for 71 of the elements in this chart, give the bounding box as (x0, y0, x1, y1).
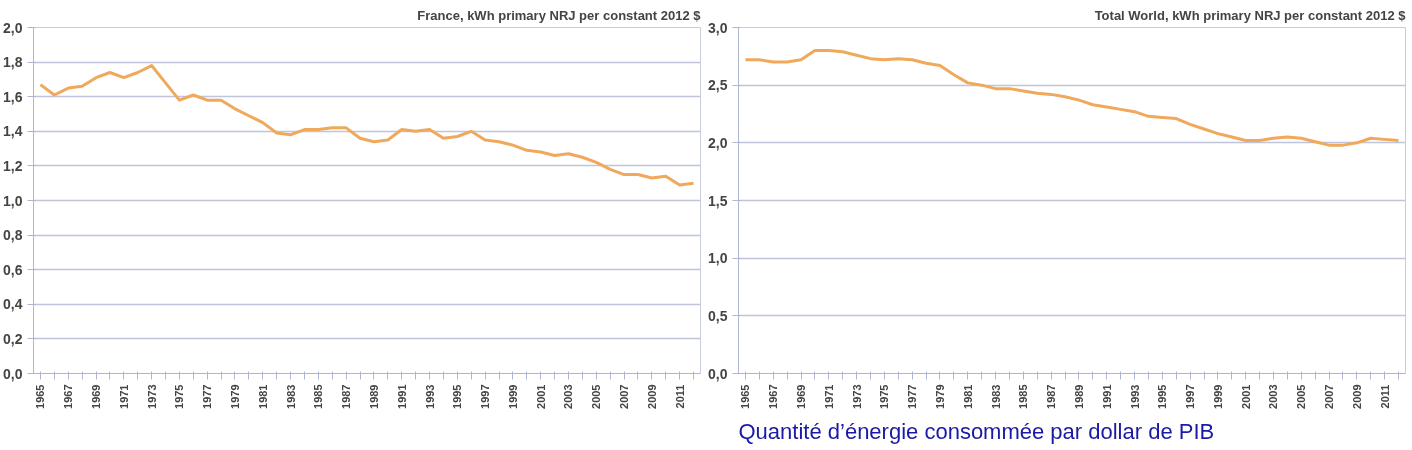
line-series (743, 49, 1401, 147)
y-tick-label: 1,8 (3, 54, 23, 71)
y-tick-label: 2,5 (708, 77, 728, 94)
x-tick-label: 1977 (201, 384, 214, 409)
x-tick-label: 1973 (145, 384, 158, 409)
text: Quantité d’énergie consommée par dollar de PIB (738, 418, 1215, 444)
x-tick-label: 1973 (850, 384, 863, 409)
x-tick-label: 1989 (1072, 384, 1085, 409)
y-tick-label: 3,0 (708, 19, 728, 36)
x-tick-label: 1995 (451, 384, 464, 409)
x-tick-label: 1971 (822, 384, 835, 409)
x-tick-label: 1999 (506, 384, 519, 409)
x-tick-label: 1987 (340, 384, 353, 409)
x-tick-label: 2005 (1295, 384, 1308, 409)
x-tick-label: 1993 (423, 384, 436, 409)
x-tick-label: 2011 (673, 384, 686, 409)
x-tick-label: 1979 (933, 384, 946, 409)
x-tick-label: 1995 (1156, 384, 1169, 409)
x-tick-label: 1975 (878, 384, 891, 409)
y-tick-label: 0,2 (3, 330, 23, 347)
x-tick-label: 1987 (1045, 384, 1058, 409)
x-tick-label: 1965 (739, 384, 752, 409)
x-tick-label: 1991 (1100, 384, 1113, 409)
x-tick-label: 1975 (173, 384, 186, 409)
x-tick-label: 2011 (1378, 384, 1391, 409)
x-tick-label: 1983 (989, 384, 1002, 409)
x-tick-label: 1993 (1128, 384, 1141, 409)
chart-title: Total World, kWh primary NRJ per constant 2012 $ (1094, 7, 1407, 23)
x-tick-label: 2007 (1323, 384, 1336, 409)
x-tick-label: 2009 (1350, 384, 1363, 409)
x-tick-label: 1981 (961, 384, 974, 409)
x-tick-label: 1983 (284, 384, 297, 409)
x-tick-label: 1999 (1211, 384, 1224, 409)
y-tick-label: 1,2 (3, 157, 23, 174)
y-tick-label: 0,8 (3, 227, 23, 244)
y-tick-label: 2,0 (708, 134, 728, 151)
x-tick-label: 1965 (34, 384, 47, 409)
x-tick-label: 1997 (479, 384, 492, 409)
y-tick-label: 0,6 (3, 261, 23, 278)
x-tick-label: 2003 (1267, 384, 1280, 409)
x-tick-label: 2005 (590, 384, 603, 409)
x-tick-label: 2003 (562, 384, 575, 409)
x-tick-label: 1969 (795, 384, 808, 409)
x-tick-label: 1971 (117, 384, 130, 409)
x-tick-label: 1967 (62, 384, 75, 409)
line-series (38, 64, 696, 187)
y-tick-label: 2,0 (3, 19, 23, 36)
y-tick-label: 0,5 (708, 307, 728, 324)
x-tick-label: 1997 (1184, 384, 1197, 409)
x-tick-label: 1981 (256, 384, 269, 409)
chart-title: France, kWh primary NRJ per constant 2012 $ (417, 7, 702, 23)
x-tick-label: 2001 (534, 384, 547, 409)
x-tick-label: 2001 (1239, 384, 1252, 409)
y-tick-label: 1,5 (708, 192, 728, 209)
x-tick-label: 1967 (767, 384, 780, 409)
y-tick-label: 0,0 (708, 365, 728, 382)
x-tick-label: 1991 (395, 384, 408, 409)
x-tick-label: 2007 (618, 384, 631, 409)
x-tick-label: 1989 (367, 384, 380, 409)
y-tick-label: 1,0 (3, 192, 23, 209)
x-tick-label: 1969 (90, 384, 103, 409)
y-tick-label: 1,6 (3, 88, 23, 105)
y-tick-label: 1,0 (708, 250, 728, 267)
x-tick-label: 1977 (906, 384, 919, 409)
y-tick-label: 0,4 (3, 296, 23, 313)
x-tick-label: 1985 (1017, 384, 1030, 409)
y-tick-label: 1,4 (3, 123, 23, 140)
x-tick-label: 2009 (645, 384, 658, 409)
x-tick-label: 1985 (312, 384, 325, 409)
y-tick-label: 0,0 (3, 365, 23, 382)
x-tick-label: 1979 (228, 384, 241, 409)
